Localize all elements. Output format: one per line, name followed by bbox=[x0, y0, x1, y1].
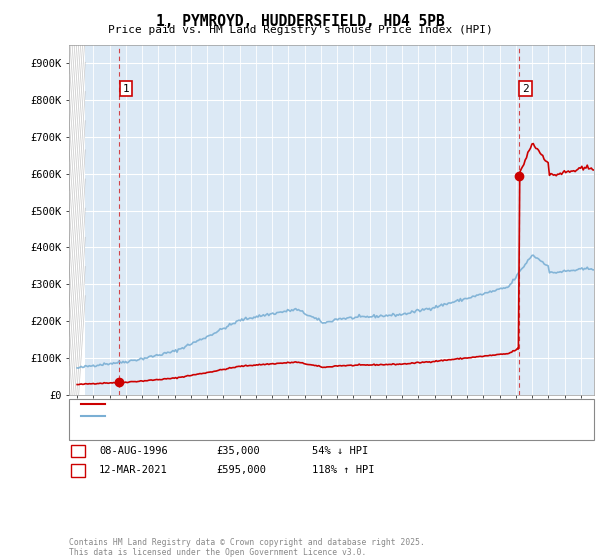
Text: 12-MAR-2021: 12-MAR-2021 bbox=[99, 465, 168, 475]
Text: 1, PYMROYD, HUDDERSFIELD, HD4 5PB: 1, PYMROYD, HUDDERSFIELD, HD4 5PB bbox=[155, 14, 445, 29]
Text: 2: 2 bbox=[522, 83, 529, 94]
Text: 1: 1 bbox=[122, 83, 129, 94]
Text: 1, PYMROYD, HUDDERSFIELD, HD4 5PB (detached house): 1, PYMROYD, HUDDERSFIELD, HD4 5PB (detac… bbox=[108, 399, 421, 409]
Text: 118% ↑ HPI: 118% ↑ HPI bbox=[312, 465, 374, 475]
Text: 08-AUG-1996: 08-AUG-1996 bbox=[99, 446, 168, 456]
Bar bbox=[69, 45, 85, 395]
Text: Price paid vs. HM Land Registry's House Price Index (HPI): Price paid vs. HM Land Registry's House … bbox=[107, 25, 493, 35]
Text: £595,000: £595,000 bbox=[216, 465, 266, 475]
Text: 2: 2 bbox=[75, 465, 81, 475]
Text: 1: 1 bbox=[75, 446, 81, 456]
Text: 54% ↓ HPI: 54% ↓ HPI bbox=[312, 446, 368, 456]
Text: £35,000: £35,000 bbox=[216, 446, 260, 456]
Text: HPI: Average price, detached house, Kirklees: HPI: Average price, detached house, Kirk… bbox=[108, 411, 383, 421]
Text: Contains HM Land Registry data © Crown copyright and database right 2025.
This d: Contains HM Land Registry data © Crown c… bbox=[69, 538, 425, 557]
